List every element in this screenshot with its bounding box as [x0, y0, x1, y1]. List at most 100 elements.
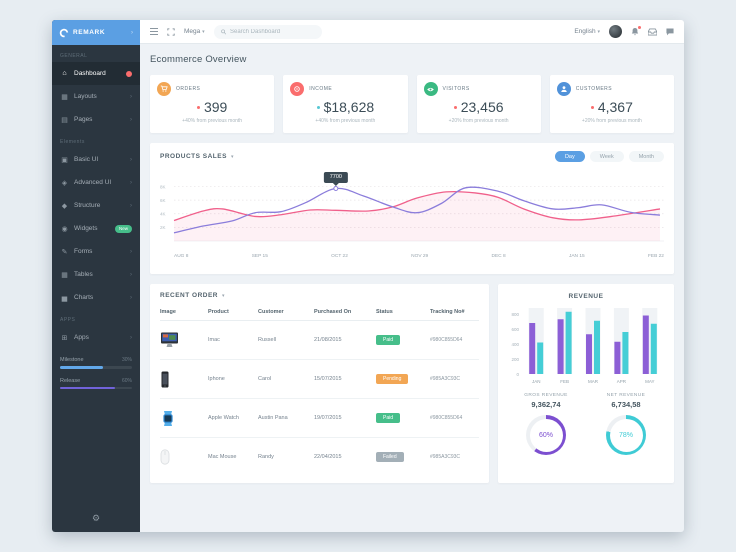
- structure-icon: ◆: [61, 202, 68, 210]
- range-month-button[interactable]: Month: [628, 151, 664, 162]
- recent-order-table: Image Product Customer Purchased On Stat…: [160, 303, 479, 477]
- card-value: 4,367: [597, 99, 633, 115]
- inbox-button[interactable]: [648, 27, 657, 36]
- section-label-apps: APPS: [60, 317, 76, 323]
- widgets-icon: ◉: [61, 225, 68, 233]
- x-tick-label: OCT 22: [331, 254, 348, 259]
- y-tick-label: 6K: [160, 198, 166, 203]
- chevron-down-icon[interactable]: ▾: [230, 153, 234, 160]
- chevron-down-icon: ▾: [597, 29, 600, 35]
- status-badge: Paid: [376, 413, 401, 423]
- cart-icon: [157, 82, 171, 96]
- card-head: VISITORS: [423, 82, 534, 96]
- table-row[interactable]: Imac Russell 21/08/2015 Paid #980C855D64: [160, 320, 479, 360]
- sidebar-item-pages[interactable]: ▤ Pages ›: [52, 108, 140, 131]
- product-image-iphone: [160, 371, 208, 388]
- cell-purchased-on: 21/08/2015: [314, 320, 376, 360]
- col-header-product: Product: [208, 303, 258, 321]
- mega-menu-button[interactable]: Mega ▾: [184, 28, 205, 35]
- range-week-button[interactable]: Week: [589, 151, 624, 162]
- sidebar-item-basic-ui[interactable]: ▣ Basic UI ›: [52, 148, 140, 171]
- y-tick-label: 4K: [160, 212, 166, 217]
- language-selector[interactable]: English ▾: [574, 28, 600, 35]
- app-window: REMARK › GENERAL ⌂ Dashboard ▦ Layouts ›…: [52, 20, 684, 532]
- visitors-card[interactable]: VISITORS 23,456 +20% from previous month: [416, 75, 541, 133]
- income-card[interactable]: INCOME $18,628 +40% from previous month: [283, 75, 408, 133]
- range-day-button[interactable]: Day: [554, 151, 585, 162]
- bar-series-purple: [642, 315, 649, 374]
- series-pink-area: [174, 191, 660, 241]
- card-value-row: $18,628: [290, 99, 400, 115]
- progress-label: Milestone: [60, 357, 84, 363]
- y-tick-label: 400: [511, 342, 519, 347]
- cell-product: Mac Mouse: [208, 454, 237, 461]
- chart-tooltip: 7700: [323, 171, 348, 183]
- recent-order-header: RECENT ORDER ▾: [160, 292, 479, 299]
- brand-header[interactable]: REMARK ›: [52, 20, 140, 45]
- x-axis-labels: AUG 8 SEP 15 OCT 22 NOV 29 DEC 8 JAN 15 FEB 22: [160, 254, 664, 259]
- products-sales-chart: 2K 4K 6K 8K 7700 AUG 8 SEP 15 OCT 22 NOV 29 DEC…: [160, 171, 664, 261]
- trend-dot: [590, 105, 594, 109]
- charts-icon: ▅: [61, 294, 68, 302]
- progress-percent: 60%: [121, 377, 132, 384]
- table-row[interactable]: Mac Mouse Randy 22/04/2015 Failed #985A3…: [160, 438, 479, 477]
- settings-button[interactable]: ⚙: [52, 504, 140, 532]
- sidebar-item-structure[interactable]: ◆ Structure ›: [52, 194, 140, 217]
- cell-product: Apple Watch: [208, 398, 258, 438]
- status-badge: Failed: [376, 452, 404, 463]
- milestone-progress-labels: Milestone 30%: [60, 357, 132, 363]
- sidebar-item-forms[interactable]: ✎ Forms ›: [52, 240, 140, 263]
- sidebar-item-label: Structure: [74, 202, 101, 209]
- notifications-button[interactable]: [631, 25, 642, 36]
- kpi-value: 6,734,58: [611, 400, 641, 409]
- sidebar-item-label: Charts: [74, 294, 94, 301]
- bar-series-purple: [529, 323, 536, 374]
- orders-card[interactable]: ORDERS 399 +40% from previous month: [150, 75, 275, 133]
- sidebar-item-tables[interactable]: ▦ Tables ›: [52, 263, 140, 286]
- card-note: +40% from previous month: [315, 118, 376, 124]
- bar-series-teal: [565, 311, 572, 374]
- progress-percent: 30%: [121, 357, 132, 363]
- sidebar-item-apps[interactable]: ⊞ Apps ›: [52, 326, 140, 349]
- col-header-purchased-on: Purchased On: [314, 303, 376, 321]
- chevron-right-icon: ›: [131, 29, 133, 36]
- advanced-ui-icon: ◈: [61, 179, 68, 187]
- user-avatar[interactable]: [609, 25, 622, 38]
- cell-customer: Randy: [258, 454, 274, 461]
- brand-logo-icon: [59, 28, 69, 37]
- bar-series-purple: [557, 319, 564, 374]
- recent-order-panel: RECENT ORDER ▾ Image Product Customer Pu…: [150, 284, 489, 483]
- main-area: Mega ▾ English ▾ Ecom: [140, 20, 684, 532]
- revenue-bar-chart: 0 200 400 600 800 JAN FEB MAR APR MAY: [511, 308, 658, 384]
- chevron-down-icon[interactable]: ▾: [222, 292, 225, 299]
- x-tick-label: JAN 15: [568, 254, 585, 259]
- table-row[interactable]: Apple Watch Austin Pana 19/07/2015 Paid …: [160, 398, 479, 438]
- sidebar-item-label: Dashboard: [74, 70, 106, 77]
- sidebar-item-charts[interactable]: ▅ Charts ›: [52, 286, 140, 309]
- status-badge: Paid: [376, 335, 401, 345]
- customers-card[interactable]: CUSTOMERS 4,367 +20% from previous month: [549, 75, 674, 133]
- sidebar-item-layouts[interactable]: ▦ Layouts ›: [52, 85, 140, 108]
- menu-toggle-button[interactable]: [150, 28, 158, 35]
- sidebar-item-widgets[interactable]: ◉ Widgets New: [52, 217, 140, 240]
- sidebar-item-dashboard[interactable]: ⌂ Dashboard: [52, 62, 140, 85]
- x-tick-label: JAN: [532, 379, 541, 384]
- product-image-mac-mouse: [160, 449, 208, 465]
- fullscreen-button[interactable]: [167, 27, 175, 36]
- cell-tracking: #985A3C93C: [430, 359, 479, 399]
- y-tick-label: 2K: [160, 225, 166, 230]
- table-row[interactable]: Iphone Carol 15/07/2015 Pending #985A3C9…: [160, 359, 479, 399]
- y-tick-label: 800: [511, 312, 519, 317]
- card-head: INCOME: [290, 82, 400, 96]
- messages-button[interactable]: [666, 27, 674, 36]
- y-tick-label: 8K: [160, 184, 166, 189]
- topbar-right: English ▾: [574, 25, 674, 38]
- section-label-general: GENERAL: [60, 53, 88, 59]
- language-label: English: [574, 28, 596, 35]
- net-revenue-donut: 78%: [606, 415, 646, 455]
- gross-revenue-kpi: GROS REVENUE 9,362,74 60%: [506, 393, 586, 455]
- search-input[interactable]: [230, 28, 315, 35]
- section-label-elements: Elements: [60, 139, 85, 145]
- gear-icon: ⚙: [91, 512, 101, 523]
- sidebar-item-advanced-ui[interactable]: ◈ Advanced UI ›: [52, 171, 140, 194]
